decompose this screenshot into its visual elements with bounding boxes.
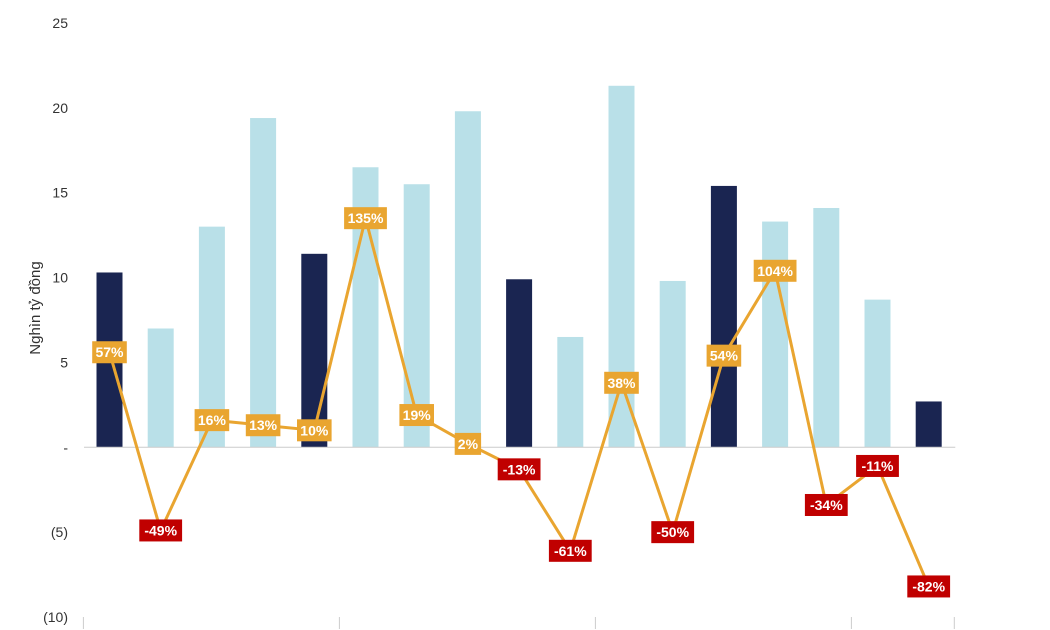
bar [506,279,533,448]
growth-label-text: -82% [912,578,945,594]
bar [864,299,891,448]
bar [557,336,584,448]
growth-label-text: 57% [95,344,124,360]
growth-label-text: 54% [710,348,739,364]
growth-label-text: 135% [348,210,384,226]
y-axis-ticks: 25 20 15 10 5 - (5) (10) [43,15,68,625]
growth-label-box [194,409,230,432]
growth-label-box [297,419,332,442]
growth-point-label: -13% [497,458,541,481]
growth-point-label: -82% [907,575,951,598]
growth-label-text: 104% [757,263,793,279]
growth-label-box [454,432,482,455]
y-tick-label: 25 [52,15,68,31]
growth-label-box [497,458,541,481]
growth-point-label: -34% [804,493,848,516]
growth-point-label: -61% [548,539,592,562]
bar [710,185,737,448]
growth-point-label: 2% [454,432,482,455]
growth-label-text: 2% [458,436,479,452]
y-tick-label: 5 [60,354,68,370]
growth-point-label: 57% [92,341,127,364]
growth-point-label: 38% [604,371,639,394]
growth-labels: 57% -49% 16% 13% 10% 135% 19% 2% -13% -61% 38% -50%… [92,207,951,598]
growth-label-text: 10% [300,422,329,438]
growth-label-box [753,259,797,282]
growth-label-text: 19% [403,407,432,423]
y-tick-label: 20 [52,100,68,116]
bar [659,280,686,448]
growth-label-box [344,207,387,230]
bar [250,118,277,448]
growth-label-text: 16% [198,412,227,428]
growth-point-label: 54% [706,344,742,367]
bar [762,221,789,448]
bar [813,207,840,448]
growth-label-box [651,521,695,544]
growth-point-label: 135% [344,207,387,230]
bar [454,111,481,448]
bar [403,184,430,448]
growth-label-text: -11% [862,458,894,474]
y-tick-label: 15 [52,185,68,201]
growth-point-label: 16% [194,409,230,432]
y-tick-label: (5) [51,524,68,540]
growth-label-box [907,575,951,598]
growth-label-box [856,454,899,477]
growth-label-box [245,414,281,437]
growth-label-box [92,341,127,364]
growth-point-label: -50% [651,521,695,544]
growth-point-label: 13% [245,414,281,437]
growth-label-text: -13% [503,461,536,477]
y-tick-label: - [63,439,68,455]
growth-point-label: 10% [297,419,332,442]
growth-point-label: 19% [399,404,434,427]
bar [301,253,328,448]
growth-label-box [804,493,848,516]
y-tick-label: (10) [43,609,68,625]
bar-series [96,85,942,448]
growth-label-text: -49% [144,522,177,538]
growth-label-text: -61% [554,543,587,559]
growth-point-label: -49% [139,519,183,542]
x-axis-group-ticks [82,617,955,629]
growth-label-box [706,344,742,367]
growth-label-box [548,539,592,562]
y-tick-label: 10 [52,270,68,286]
growth-label-text: 38% [607,375,636,391]
bar [147,328,174,448]
bar [915,401,942,448]
growth-label-box [604,371,639,394]
growth-point-label: 104% [753,259,797,282]
growth-label-text: 13% [249,417,278,433]
growth-label-text: -34% [810,497,843,513]
growth-label-box [399,404,434,427]
growth-label-box [139,519,183,542]
growth-label-text: -50% [656,524,689,540]
growth-point-label: -11% [856,454,899,477]
y-axis-label: Nghìn tỷ đồng [27,261,44,354]
